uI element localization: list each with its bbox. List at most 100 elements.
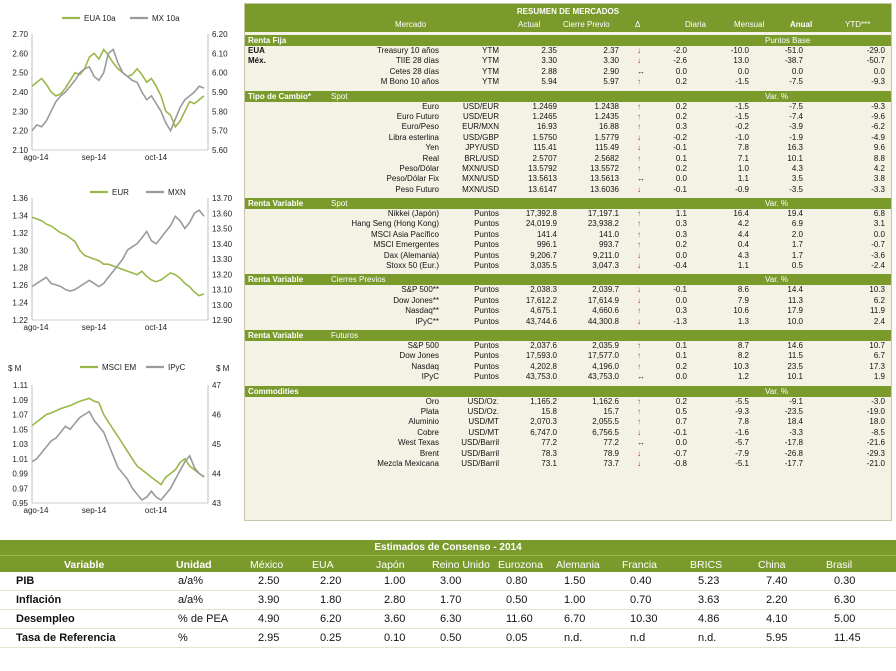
row-unit: USD/Barril xyxy=(461,438,499,448)
arrow-up-icon: ↑ xyxy=(637,219,641,229)
row-actual: 6,747.0 xyxy=(530,427,557,437)
consensus-value: 2.20 xyxy=(766,594,788,606)
row-actual: 115.41 xyxy=(533,143,557,153)
right-tick-label: 13.10 xyxy=(212,286,233,295)
row-daily-change: 0.2 xyxy=(675,77,687,87)
section-unit: Var. % xyxy=(765,386,788,396)
consensus-header: Variable Unidad México EUA Japón Reino Unido E… xyxy=(0,555,896,572)
row-daily-change: 0.2 xyxy=(675,111,687,121)
table-row: Nikkei (Japón) Puntos 17,392.8 17,197.1 1.1 1… xyxy=(245,209,891,219)
row-actual: 78.3 xyxy=(541,448,557,458)
row-actual: 2,070.3 xyxy=(530,417,557,427)
row-actual: 77.2 xyxy=(541,438,557,448)
left-tick-label: 2.60 xyxy=(12,49,28,58)
consensus-col-header: Japón xyxy=(376,559,405,571)
row-daily-change: 1.1 xyxy=(675,209,687,219)
consensus-value: 0.80 xyxy=(506,575,528,587)
table-row: S&P 500 Puntos 2,037.6 2,035.9 0.1 8.7 14.6 10.… xyxy=(245,341,891,351)
row-unit: USD/Barril xyxy=(461,458,499,468)
consensus-row: Tasa de Referencia% 2.95 0.25 0.10 0.50 0.05 n… xyxy=(0,629,896,648)
left-tick-label: 1.34 xyxy=(12,211,28,220)
row-monthly-change: 13.0 xyxy=(733,56,749,66)
consensus-variable: Desempleo xyxy=(16,613,75,625)
left-tick-label: 0.99 xyxy=(12,470,28,479)
row-unit: YTM xyxy=(482,66,499,76)
col-actual: Actual xyxy=(518,20,541,29)
consensus-value: n.d. xyxy=(698,632,717,644)
row-monthly-change: 1.3 xyxy=(737,316,749,326)
row-name: Peso/Dólar xyxy=(399,163,439,173)
row-daily-change: 0.0 xyxy=(675,438,687,448)
table-row: Mezcla Mexicana USD/Barril 73.1 73.7 -0.8 -5.… xyxy=(245,459,891,469)
table-row: Cetes 28 días YTM 2.88 2.90 0.0 0.0 0.0 0.0 ↔ xyxy=(245,67,891,77)
right-tick-label: 13.50 xyxy=(212,225,233,234)
row-previous: 5.97 xyxy=(603,77,619,87)
row-monthly-change: -1.5 xyxy=(735,111,749,121)
row-actual: 16.93 xyxy=(536,122,557,132)
series-line xyxy=(31,48,205,133)
row-daily-change: 0.7 xyxy=(675,417,687,427)
row-ytd-change: 10.7 xyxy=(869,340,885,350)
table-row: Euro Futuro USD/EUR 1.2465 1.2435 0.2 -1.5 -7.… xyxy=(245,112,891,122)
row-actual: 3,035.5 xyxy=(530,261,557,271)
chart-svg: 2.70 2.60 2.50 2.40 2.30 2.20 2.10 6.20 6.10 6.00… xyxy=(12,14,228,162)
row-monthly-change: -10.0 xyxy=(730,46,749,55)
row-previous: 6,756.5 xyxy=(592,427,619,437)
row-annual-change: 0.0 xyxy=(791,66,803,76)
row-actual: 4,675.1 xyxy=(530,306,557,316)
table-row: Dow Jones** Puntos 17,612.2 17,614.9 0.0 7.9 1… xyxy=(245,296,891,306)
section-title: Renta Variable xyxy=(248,330,304,340)
row-monthly-change: 10.3 xyxy=(733,361,749,371)
row-monthly-change: -0.2 xyxy=(735,122,749,132)
row-ytd-change: 6.8 xyxy=(873,209,885,219)
x-tick-label: sep-14 xyxy=(82,506,107,515)
row-annual-change: -1.9 xyxy=(789,132,803,142)
row-unit: MXN/USD xyxy=(462,184,499,194)
consensus-value: 3.63 xyxy=(698,594,720,606)
row-unit: Puntos xyxy=(474,285,499,295)
row-monthly-change: 7.1 xyxy=(737,153,749,163)
row-annual-change: 11.5 xyxy=(788,351,803,361)
section-title: Renta Variable xyxy=(248,275,304,285)
row-unit: USD/EUR xyxy=(462,111,499,121)
consensus-value: 7.40 xyxy=(766,575,788,587)
row-unit: Puntos xyxy=(474,261,499,271)
row-ytd-change: 0.0 xyxy=(873,66,885,76)
table-row: S&P 500** Puntos 2,038.3 2,039.7 -0.1 8.6 14.4… xyxy=(245,285,891,295)
row-ytd-change: 6.7 xyxy=(873,351,885,361)
row-unit: Puntos xyxy=(474,295,499,305)
section-header: Tipo de Cambio* Spot Var. % xyxy=(245,90,891,102)
consensus-value: % xyxy=(178,632,188,644)
consensus-value: 1.00 xyxy=(384,575,406,587)
row-previous: 13.5572 xyxy=(590,163,619,173)
row-daily-change: 0.2 xyxy=(675,361,687,371)
right-tick-label: 13.40 xyxy=(212,240,233,249)
consensus-value: 0.30 xyxy=(834,575,856,587)
row-daily-change: 0.5 xyxy=(675,406,687,416)
row-previous: 13.6036 xyxy=(590,184,619,194)
charts-panel: 2.70 2.60 2.50 2.40 2.30 2.20 2.10 6.20 6.10 6.00… xyxy=(0,0,240,520)
consensus-col-header: Unidad xyxy=(176,559,212,571)
left-tick-label: 1.05 xyxy=(12,425,28,434)
arrow-up-icon: ↑ xyxy=(637,111,641,121)
section-subtitle: Futuros xyxy=(331,330,359,340)
arrow-down-icon: ↓ xyxy=(637,458,641,468)
table-row: Real BRL/USD 2.5707 2.5682 0.1 7.1 10.1 8.8 ↑ xyxy=(245,154,891,164)
row-monthly-change: 4.4 xyxy=(737,229,749,239)
consensus-value: a/a% xyxy=(178,594,204,606)
arrow-down-icon: ↓ xyxy=(637,250,641,260)
currency-chart: 1.36 1.34 1.32 1.30 1.28 1.26 1.24 1.22 13.70 13.… xyxy=(0,184,240,344)
row-unit: MXN/USD xyxy=(462,174,499,184)
row-name: Treasury 10 años xyxy=(377,46,439,55)
arrow-up-icon: ↑ xyxy=(637,361,641,371)
table-row: Oro USD/Oz. 1,165.2 1,162.6 0.2 -5.5 -9.1 -3.0 ↑ xyxy=(245,397,891,407)
consensus-value: n.d xyxy=(630,632,646,644)
row-name: Aluminio xyxy=(408,417,439,427)
consensus-col-header: México xyxy=(250,559,284,571)
row-previous: 2.37 xyxy=(603,46,619,55)
row-previous: 77.2 xyxy=(603,438,619,448)
summary-title: RESUMEN DE MERCADOS xyxy=(516,7,620,16)
row-unit: Puntos xyxy=(474,340,499,350)
row-daily-change: 0.0 xyxy=(675,250,687,260)
row-ytd-change: 17.3 xyxy=(869,361,885,371)
